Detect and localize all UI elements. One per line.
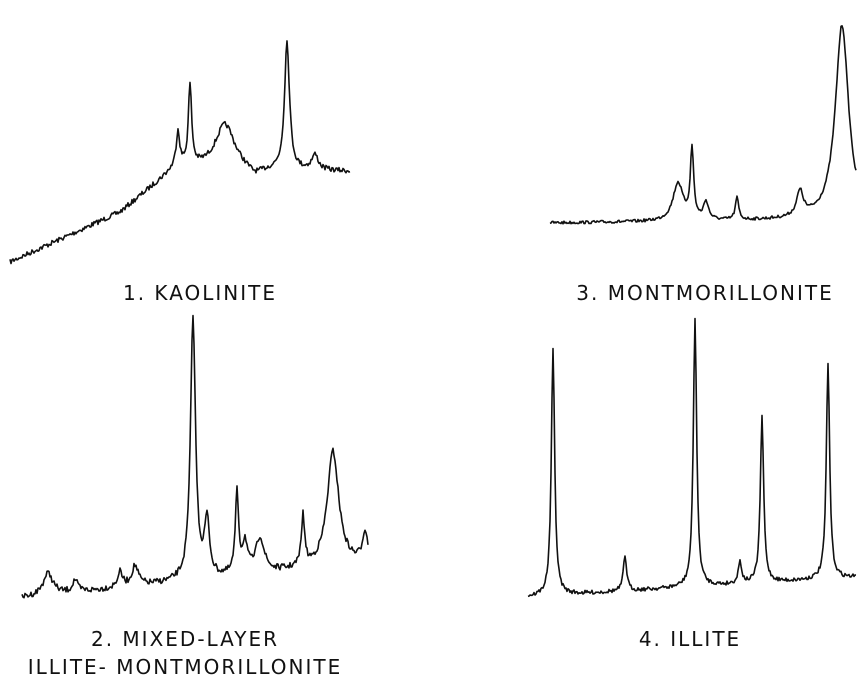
panel-sublabel: ILLITE- MONTMORILLONITE — [28, 655, 343, 679]
diffraction-trace — [21, 314, 369, 599]
panel-label: 2. MIXED-LAYER — [91, 627, 279, 651]
diffraction-trace — [9, 40, 351, 265]
diffraction-trace — [527, 317, 857, 598]
panel-label: 4. ILLITE — [639, 627, 741, 651]
panel-label: 1. KAOLINITE — [123, 281, 277, 305]
panel-label: 3. MONTMORILLONITE — [576, 281, 833, 305]
diffraction-trace — [549, 25, 857, 225]
traces — [9, 25, 857, 599]
